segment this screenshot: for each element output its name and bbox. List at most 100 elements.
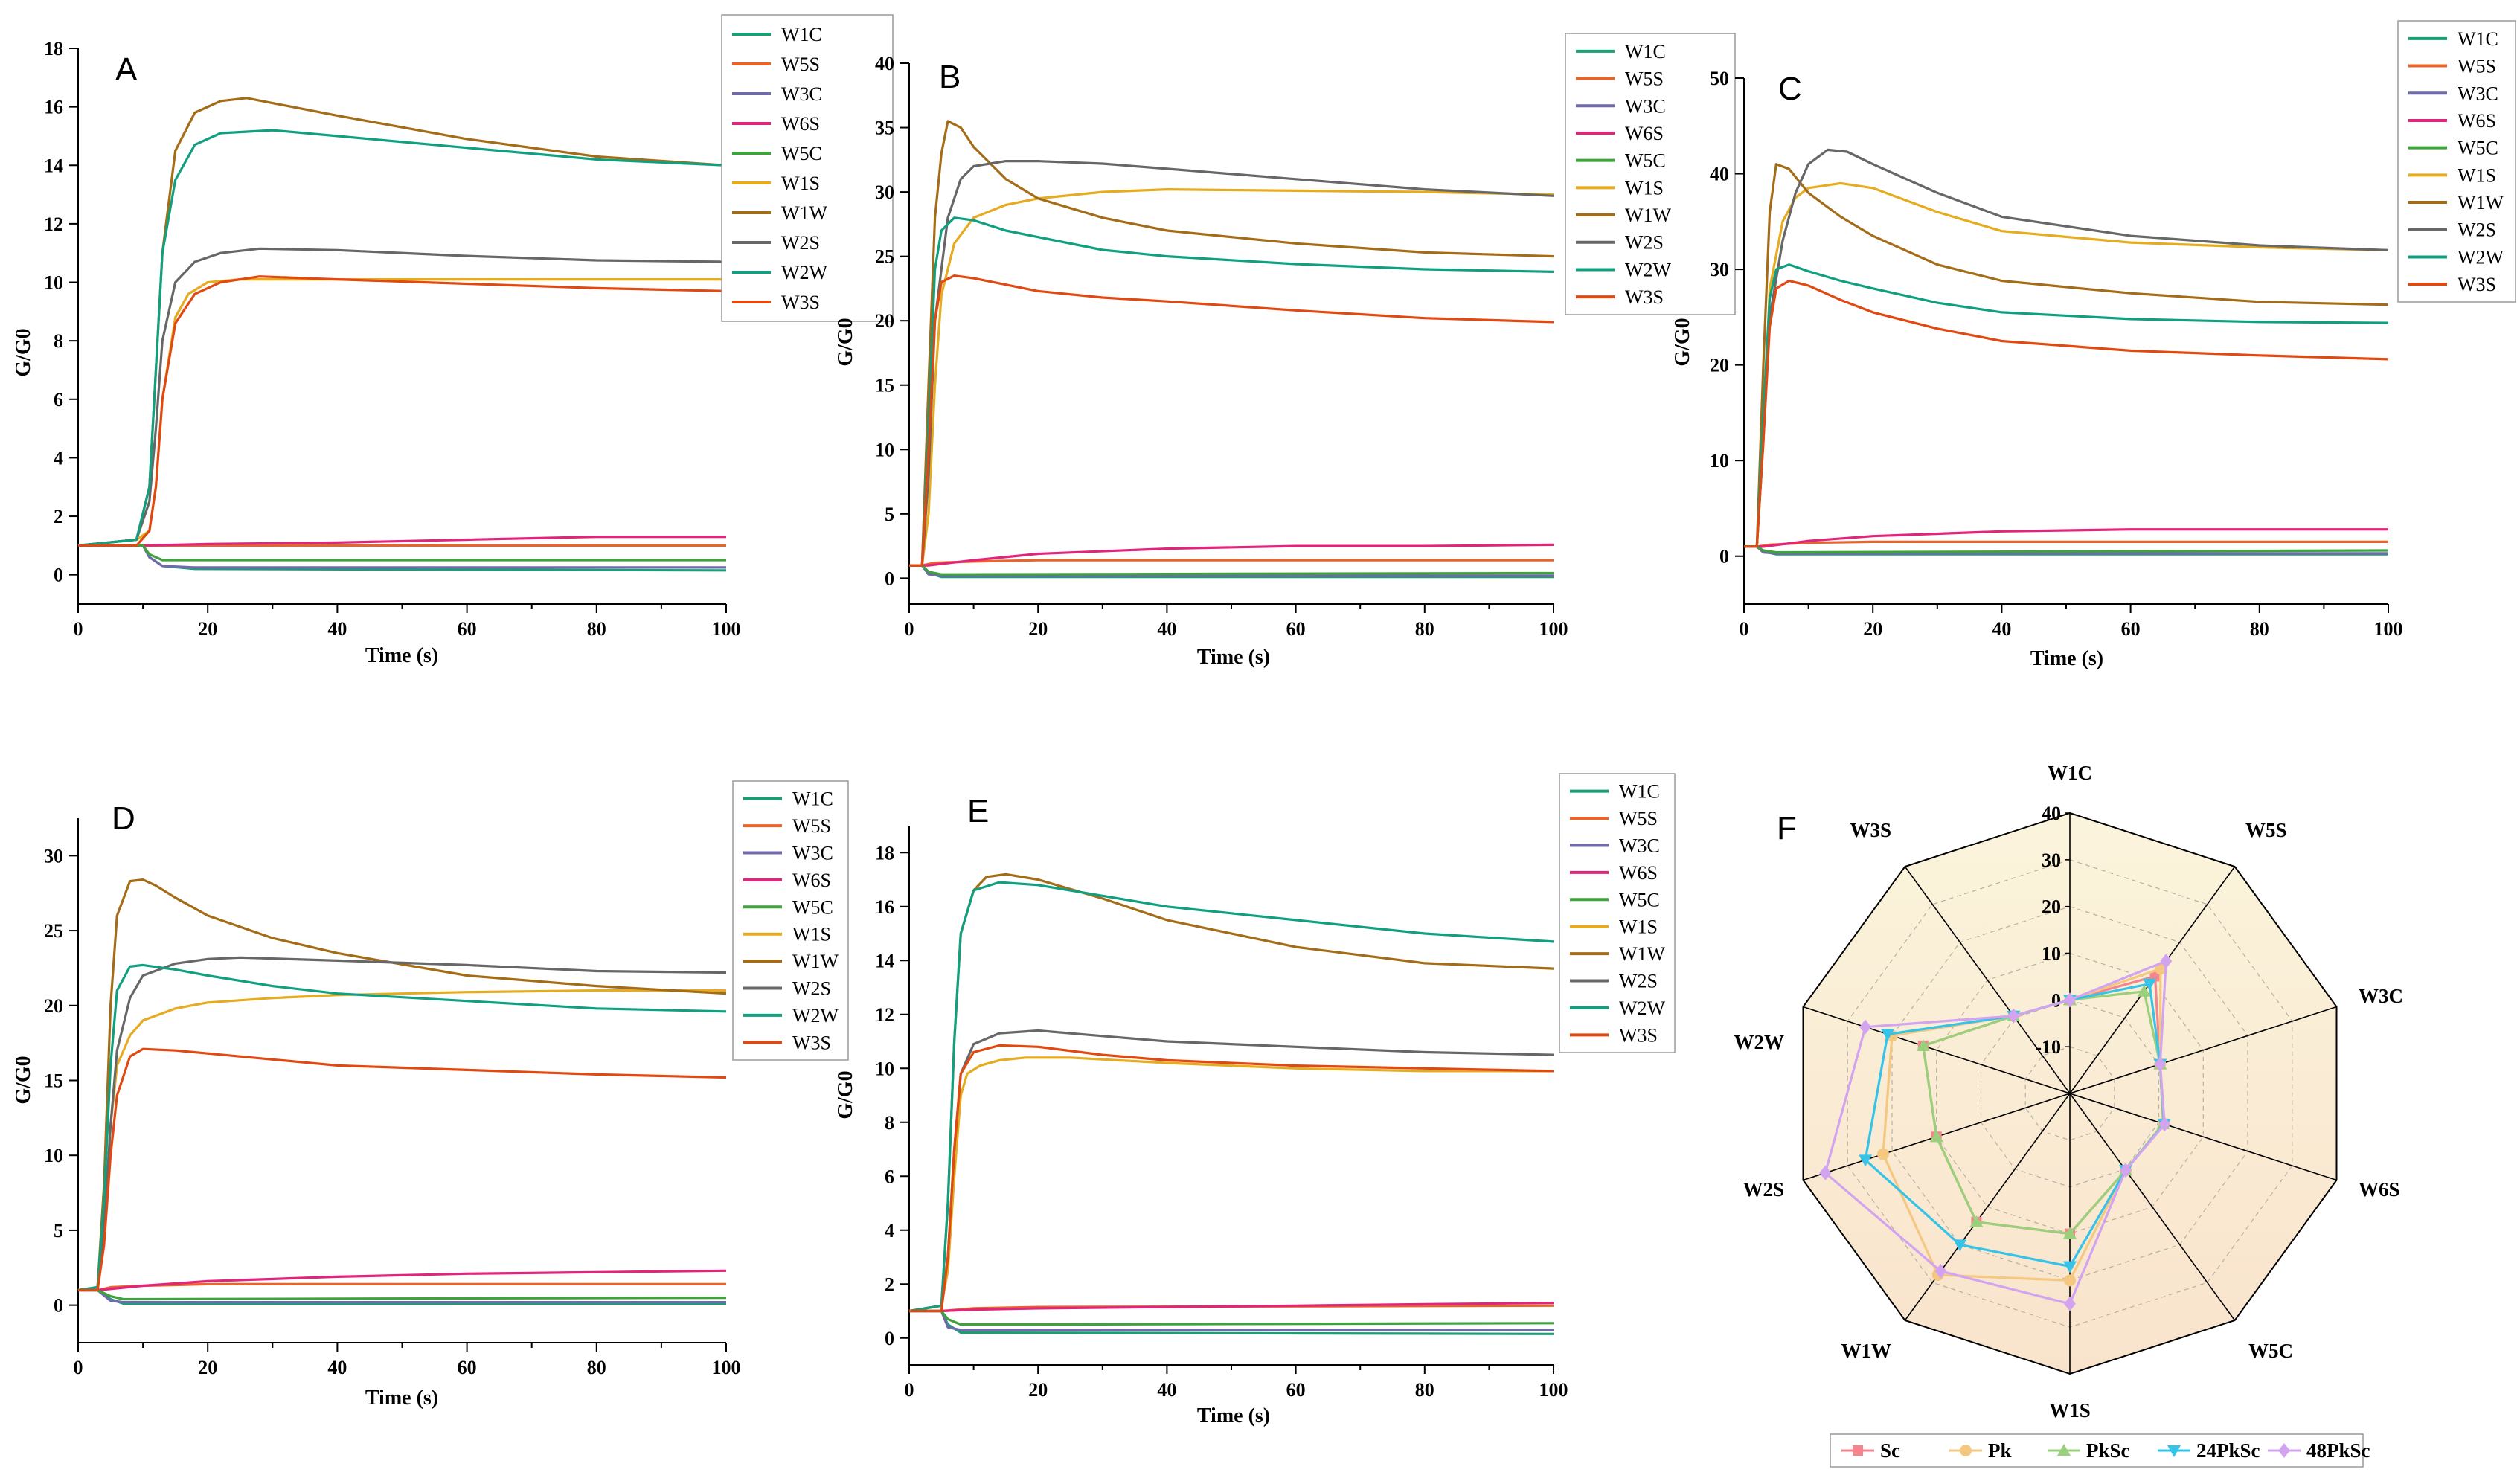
legend-label-w1s: W1S: [2458, 164, 2496, 186]
panel-letter: B: [939, 59, 961, 95]
legend-label-w3c: W3C: [792, 842, 833, 864]
radar-tick-label: 0: [2051, 989, 2061, 1011]
radar-point-48pksc: [1859, 1019, 1872, 1035]
x-tick-label: 0: [1740, 618, 1749, 640]
legend-label-w1s: W1S: [1625, 177, 1664, 199]
series-line-w5c: [78, 544, 726, 562]
radar-legend-label-pksc: PkSc: [2086, 1439, 2130, 1462]
y-tick-label: 8: [885, 1112, 894, 1134]
series-line-w2s: [77, 956, 727, 1292]
y-tick-label: 2: [54, 506, 63, 527]
radar-legend-label-24pksc: 24PkSc: [2196, 1439, 2260, 1462]
radar-tick-label: 20: [2042, 896, 2061, 918]
y-tick-label: 0: [54, 565, 63, 586]
legend-label-w1s: W1S: [781, 173, 820, 194]
radar-point-48pksc: [1934, 1263, 1947, 1279]
y-tick-label: 5: [885, 504, 894, 525]
series-line-w5c: [1744, 545, 2389, 554]
y-tick-label: 4: [54, 447, 63, 469]
series-line-w5s: [1744, 540, 2388, 548]
series-line-w5s: [78, 1282, 726, 1292]
x-tick-label: 60: [458, 618, 477, 640]
legend-label-w5c: W5C: [1625, 150, 1666, 172]
series-line-w1s: [77, 278, 726, 547]
y-tick-label: 18: [44, 38, 63, 60]
series-line-w2s: [908, 1029, 1554, 1313]
panel-letter: F: [1777, 810, 1797, 846]
legend-label-w5c: W5C: [2458, 138, 2498, 159]
y-axis-title: G/G0: [1671, 318, 1694, 366]
series-line-w3s: [1744, 279, 2389, 548]
legend-label-w3c: W3C: [2458, 83, 2498, 104]
legend-label-w1c: W1C: [1619, 781, 1660, 803]
x-axis-title: Time (s): [2030, 647, 2103, 670]
x-axis-title: Time (s): [365, 1387, 438, 1410]
chart-panel-e: 0 20 40 60 80 100 0 2 4 6 8 10 12 14 16 18 Time (s) G/G0 E…: [834, 773, 1676, 1427]
y-tick-label: 6: [54, 389, 63, 411]
legend-label-w3c: W3C: [1625, 95, 1666, 117]
radar-spoke: [2069, 1093, 2337, 1181]
legend-label-w6s: W6S: [2458, 110, 2496, 132]
y-tick-label: 16: [875, 896, 894, 918]
radar-point-pksc: [1969, 1215, 1984, 1227]
radar-point-24pksc: [1953, 1239, 1967, 1252]
legend-label-w2w: W2W: [2458, 246, 2504, 268]
series-line-w2w: [77, 129, 727, 547]
legend-label-w6s: W6S: [781, 113, 820, 135]
legend-label-w3s: W3S: [781, 292, 820, 313]
y-tick-label: 30: [875, 181, 894, 203]
legend-label-w5s: W5S: [1619, 808, 1658, 829]
radar-spoke: [2069, 1006, 2337, 1094]
radar-axis-label-w1s: W1S: [2049, 1399, 2091, 1421]
series-line-w3c: [78, 1288, 726, 1304]
legend-label-w1w: W1W: [2458, 192, 2504, 213]
series-line-w6s: [909, 1302, 1554, 1313]
radar-point-24pksc: [2063, 1261, 2077, 1273]
series-line-w6s: [78, 535, 726, 547]
radar-legend-marker-24pksc: [2167, 1445, 2181, 1457]
radar-point-24pksc: [2143, 978, 2157, 991]
y-axis-title: G/G0: [12, 328, 35, 376]
radar-axis-label-w5s: W5S: [2245, 819, 2287, 841]
y-tick-label: 50: [1710, 68, 1729, 89]
chart-panel-d: 0 20 40 60 80 100 0 5 10 15 20 25 30 Time (s) G/G0 D W1C…: [12, 780, 849, 1410]
radar-axis-label-w3c: W3C: [2359, 985, 2403, 1007]
legend-label-w2s: W2S: [792, 978, 831, 1000]
series-line-w3s: [78, 1047, 727, 1292]
x-axis-title: Time (s): [1197, 646, 1270, 669]
series-line-w5c: [909, 564, 1554, 576]
legend-label-w5s: W5S: [781, 54, 820, 75]
y-tick-label: 20: [875, 310, 894, 332]
series-line-w1s: [908, 1056, 1554, 1313]
legend-label-w1w: W1W: [792, 951, 839, 972]
y-axis-title: G/G0: [12, 1056, 35, 1104]
x-tick-label: 80: [587, 618, 606, 640]
y-tick-label: 0: [885, 1328, 894, 1349]
series-line-w2w: [1744, 263, 2389, 548]
y-tick-label: 30: [44, 845, 63, 867]
radar-point-24pksc: [1859, 1154, 1873, 1167]
series-line-w1s: [77, 989, 726, 1292]
x-tick-label: 0: [74, 1357, 83, 1378]
y-tick-label: 8: [54, 330, 63, 352]
y-axis-title: G/G0: [834, 1070, 857, 1119]
y-axis-title: G/G0: [834, 318, 857, 366]
y-tick-label: 12: [875, 1004, 894, 1026]
x-tick-label: 20: [1028, 1379, 1048, 1401]
y-tick-label: 6: [885, 1166, 894, 1187]
legend-box: [721, 14, 894, 322]
radar-point-48pksc: [2119, 1163, 2132, 1178]
radar-legend-label-sc: Sc: [1880, 1439, 1900, 1462]
x-axis-title: Time (s): [365, 644, 438, 667]
series-line-w2s: [1744, 148, 2389, 548]
legend-label-w1s: W1S: [792, 924, 831, 945]
x-tick-label: 80: [587, 1357, 606, 1378]
radar-legend-marker-pk: [1960, 1445, 1972, 1456]
panel-letter: C: [1778, 71, 1802, 107]
legend-label-w2w: W2W: [1625, 259, 1672, 280]
radar-axis-label-w2w: W2W: [1734, 1031, 1785, 1053]
series-line-w2w: [908, 881, 1554, 1313]
legend-label-w1w: W1W: [1625, 205, 1672, 226]
y-tick-label: 14: [44, 155, 63, 176]
